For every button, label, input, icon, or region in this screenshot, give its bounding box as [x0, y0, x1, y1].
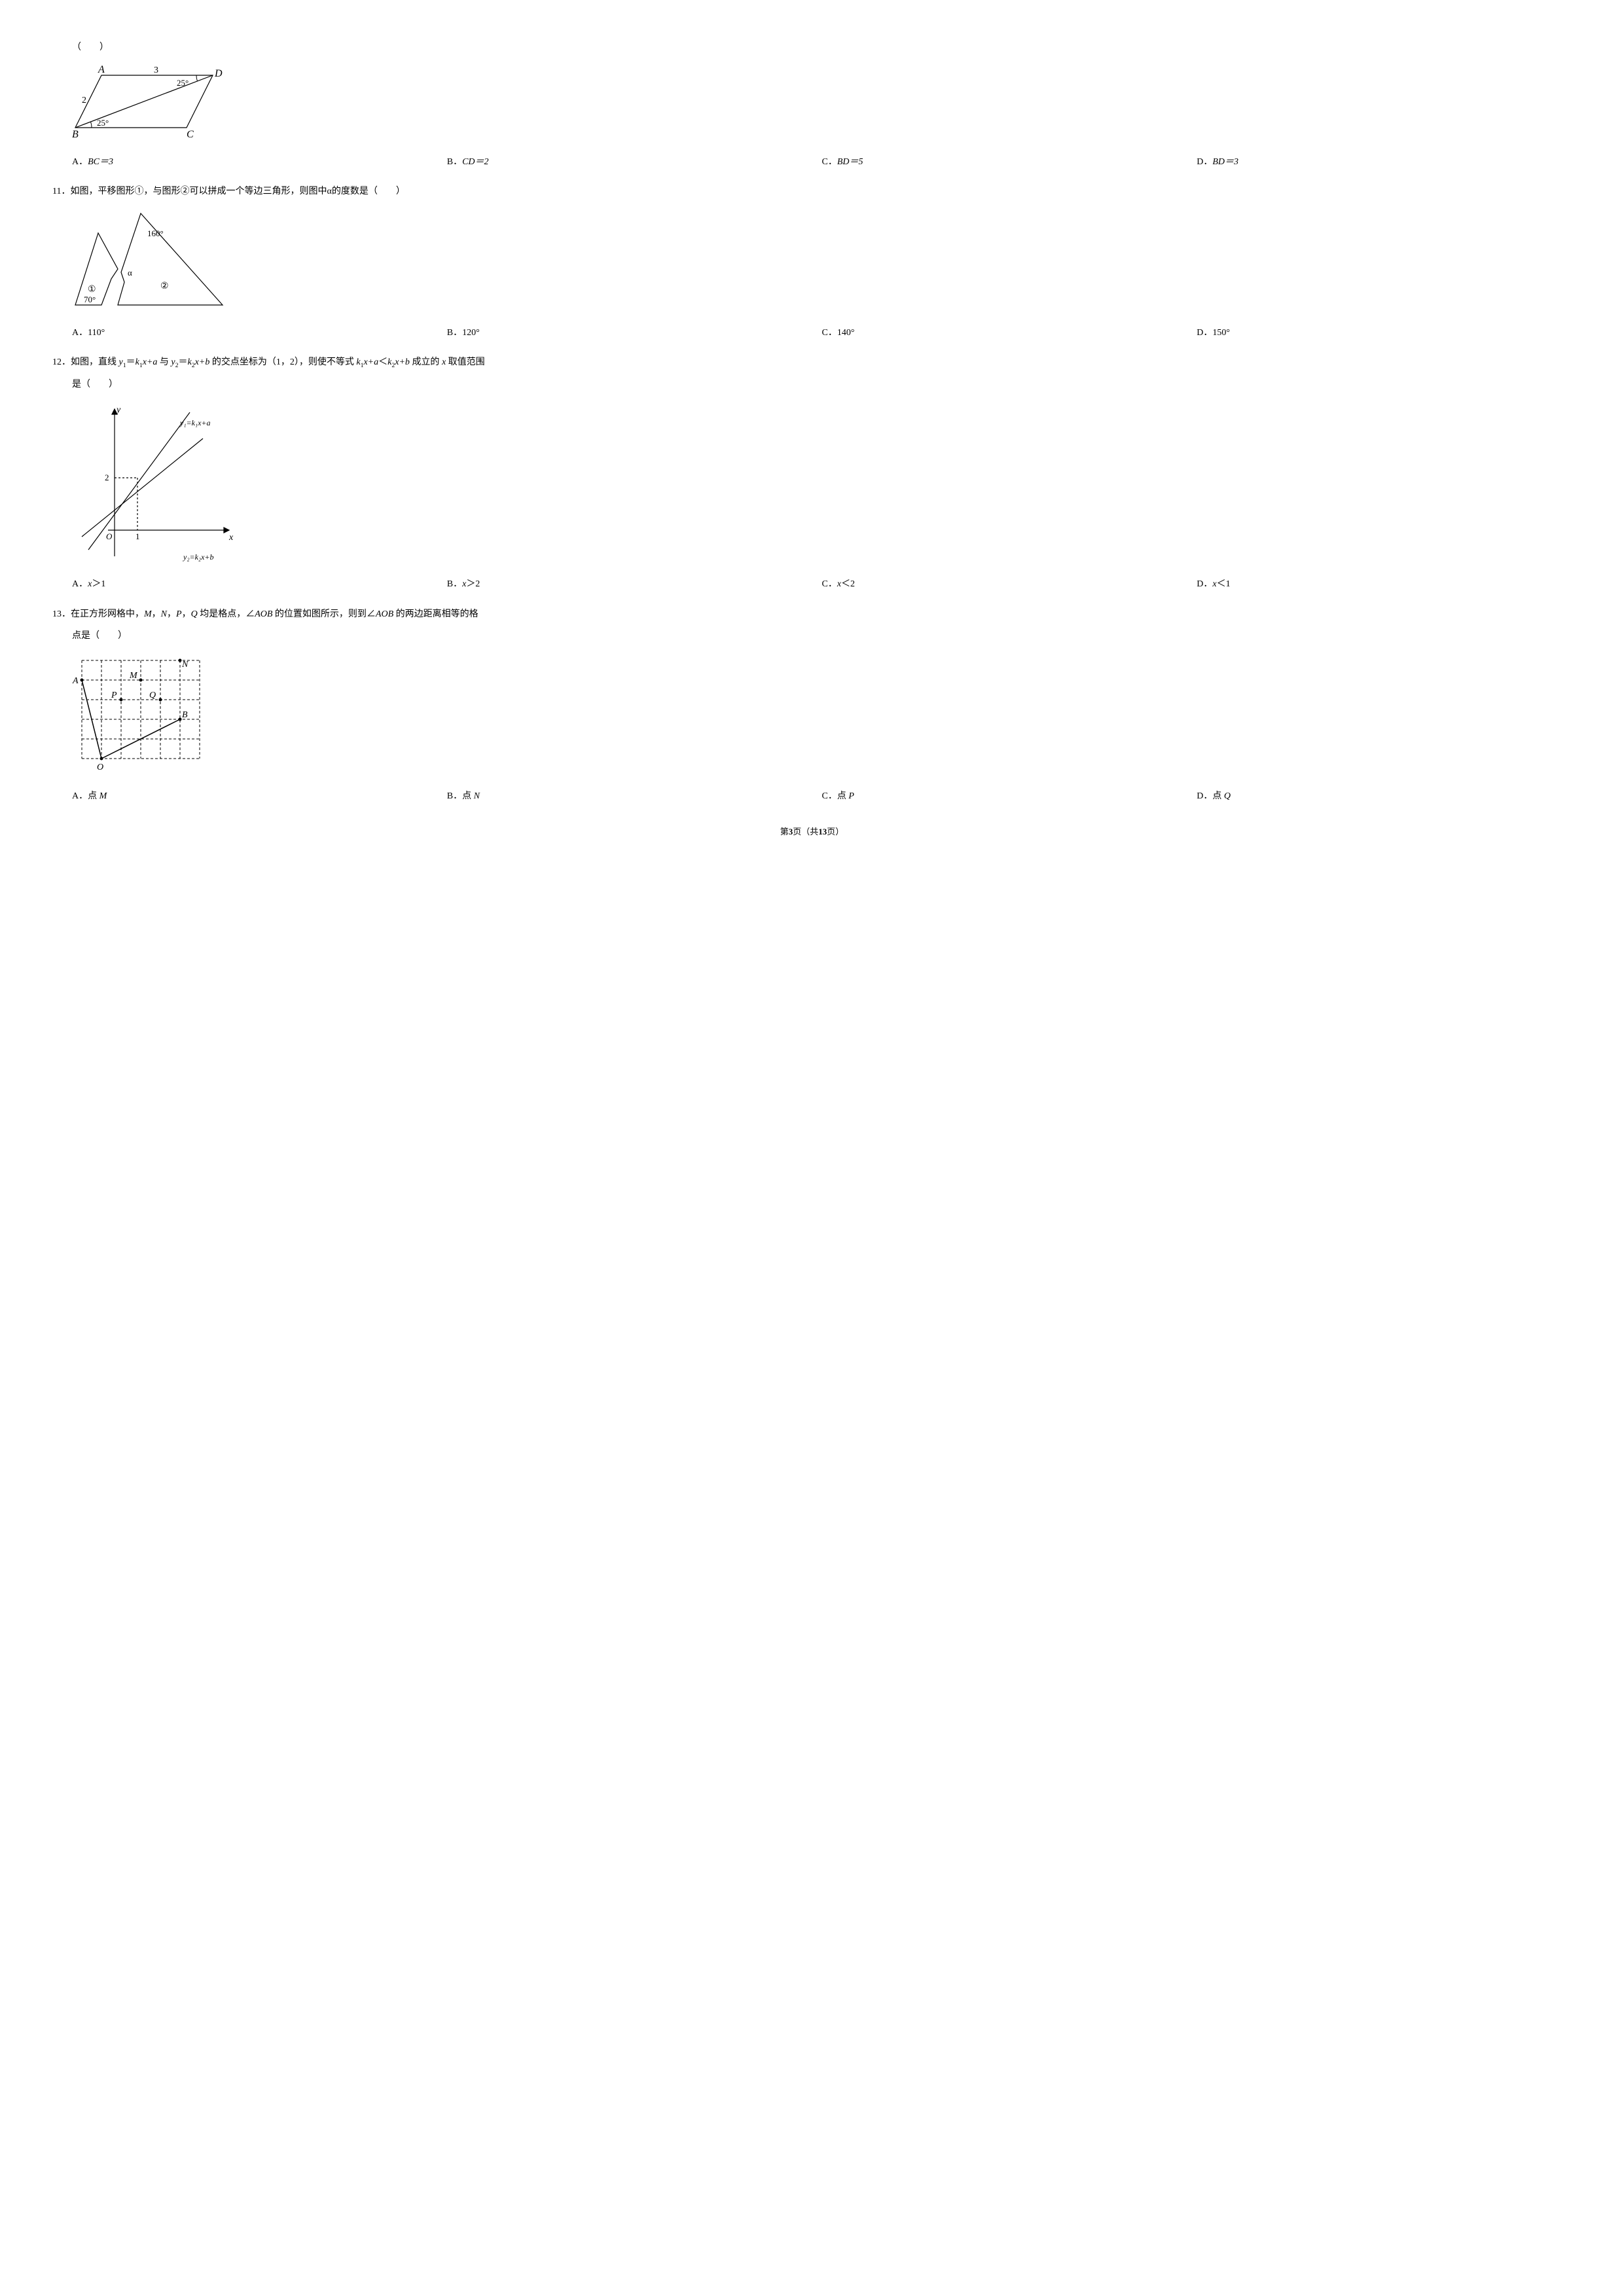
svg-text:25°: 25°: [97, 118, 109, 128]
svg-text:N: N: [181, 660, 189, 670]
svg-text:B: B: [182, 710, 188, 720]
page-footer: 第3页（共13页）: [52, 824, 1572, 839]
q11-opt-d[interactable]: D．150°: [1197, 325, 1572, 341]
svg-text:25°: 25°: [177, 78, 189, 88]
q13-figure: A O B M N P Q: [72, 651, 1572, 781]
q11-options: A．110° B．120° C．140° D．150°: [72, 325, 1572, 341]
svg-text:P: P: [111, 691, 117, 700]
q13-options: A．点 M B．点 N C．点 P D．点 Q: [72, 788, 1572, 804]
svg-text:70°: 70°: [84, 295, 96, 304]
q12-figure: y x O 1 2 y₁=k₁x+a y₂=k₂x+b: [72, 399, 1572, 569]
q11-num: 11．: [52, 187, 70, 196]
q11-opt-a[interactable]: A．110°: [72, 325, 447, 341]
q10-opt-a[interactable]: A．BC＝3: [72, 154, 447, 170]
svg-text:160°: 160°: [147, 228, 164, 238]
svg-text:M: M: [129, 671, 138, 681]
svg-text:②: ②: [160, 281, 169, 291]
q13-text: 13．在正方形网格中，M，N，P，Q 均是格点，∠AOB 的位置如图所示，则到∠…: [52, 606, 1572, 622]
svg-text:O: O: [97, 762, 103, 772]
svg-text:A: A: [72, 676, 79, 686]
svg-text:D: D: [214, 68, 223, 79]
q12-opt-d[interactable]: D．x＜1: [1197, 576, 1572, 592]
q12-opt-b[interactable]: B．x＞2: [447, 576, 822, 592]
q10-options: A．BC＝3 B．CD＝2 C．BD＝5 D．BD＝3: [72, 154, 1572, 170]
question-12: 12．如图，直线 y1＝k1x+a 与 y2＝k2x+b 的交点坐标为（1，2）…: [52, 354, 1572, 593]
q12-opt-c[interactable]: C．x＜2: [822, 576, 1197, 592]
q10-opt-b[interactable]: B．CD＝2: [447, 154, 822, 170]
q10-figure: A D B C 3 2 25° 25°: [72, 62, 1572, 147]
q13-num: 13．: [52, 609, 71, 619]
q13-opt-b[interactable]: B．点 N: [447, 788, 822, 804]
svg-text:①: ①: [88, 285, 96, 295]
svg-text:2: 2: [82, 96, 86, 105]
svg-text:C: C: [187, 129, 194, 140]
svg-text:y: y: [115, 405, 121, 415]
q12-num: 12．: [52, 357, 71, 367]
q13-opt-d[interactable]: D．点 Q: [1197, 788, 1572, 804]
svg-text:Q: Q: [149, 691, 156, 700]
q12-opt-a[interactable]: A．x＞1: [72, 576, 447, 592]
question-10-tail: （ ） A D B C 3 2 25° 25° A．BC＝3 B．CD＝2 C．…: [52, 39, 1572, 170]
q13-opt-a[interactable]: A．点 M: [72, 788, 447, 804]
svg-text:y₂=k₂x+b: y₂=k₂x+b: [183, 552, 214, 562]
svg-text:A: A: [98, 64, 105, 75]
svg-text:O: O: [106, 531, 113, 541]
q11-figure: 160° α ① ② 70°: [72, 207, 1572, 318]
q13-opt-c[interactable]: C．点 P: [822, 788, 1197, 804]
svg-text:y₁=k₁x+a: y₁=k₁x+a: [179, 418, 211, 427]
q10-opt-c[interactable]: C．BD＝5: [822, 154, 1197, 170]
q10-opt-d[interactable]: D．BD＝3: [1197, 154, 1572, 170]
q12-options: A．x＞1 B．x＞2 C．x＜2 D．x＜1: [72, 576, 1572, 592]
q10-blank: （ ）: [72, 39, 1572, 56]
q12-text-2: 是（ ）: [72, 376, 1572, 393]
svg-text:2: 2: [105, 473, 109, 482]
question-13: 13．在正方形网格中，M，N，P，Q 均是格点，∠AOB 的位置如图所示，则到∠…: [52, 606, 1572, 805]
svg-text:x: x: [228, 533, 234, 543]
svg-text:B: B: [72, 129, 79, 140]
svg-text:1: 1: [135, 531, 140, 541]
question-11: 11．如图，平移图形①，与图形②可以拼成一个等边三角形，则图中α的度数是（ ） …: [52, 183, 1572, 340]
q12-text: 12．如图，直线 y1＝k1x+a 与 y2＝k2x+b 的交点坐标为（1，2）…: [52, 354, 1572, 371]
q11-opt-b[interactable]: B．120°: [447, 325, 822, 341]
q11-text: 11．如图，平移图形①，与图形②可以拼成一个等边三角形，则图中α的度数是（ ）: [52, 183, 1572, 200]
svg-text:α: α: [128, 268, 132, 278]
q13-text-2: 点是（ ）: [72, 628, 1572, 644]
q11-opt-c[interactable]: C．140°: [822, 325, 1197, 341]
svg-text:3: 3: [154, 65, 158, 75]
